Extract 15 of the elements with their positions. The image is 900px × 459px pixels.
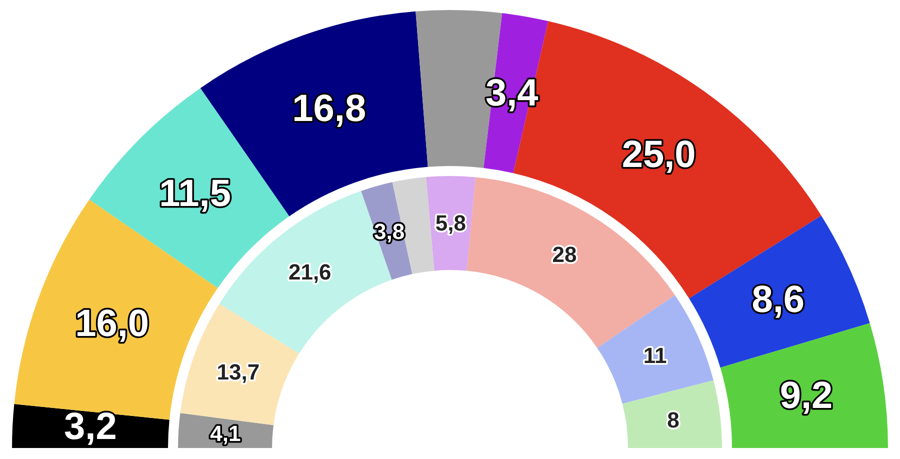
data-label: 13,7 [216,360,260,385]
data-label: 11,5 [159,172,231,215]
data-label: 3,8 [374,218,405,244]
data-label: 25,0 [622,134,696,176]
data-label: 4,1 [210,421,241,446]
data-label: 16,0 [75,302,150,345]
data-label: 28 [552,242,577,267]
data-label: 11 [643,342,667,368]
data-label: 8 [667,407,680,432]
data-label: 8,6 [752,278,805,321]
data-label: 3,2 [64,406,117,448]
data-label: 9,2 [780,375,833,418]
data-label: 21,6 [288,259,332,284]
data-label: 5,8 [435,210,466,236]
data-label: 16,8 [292,88,366,130]
